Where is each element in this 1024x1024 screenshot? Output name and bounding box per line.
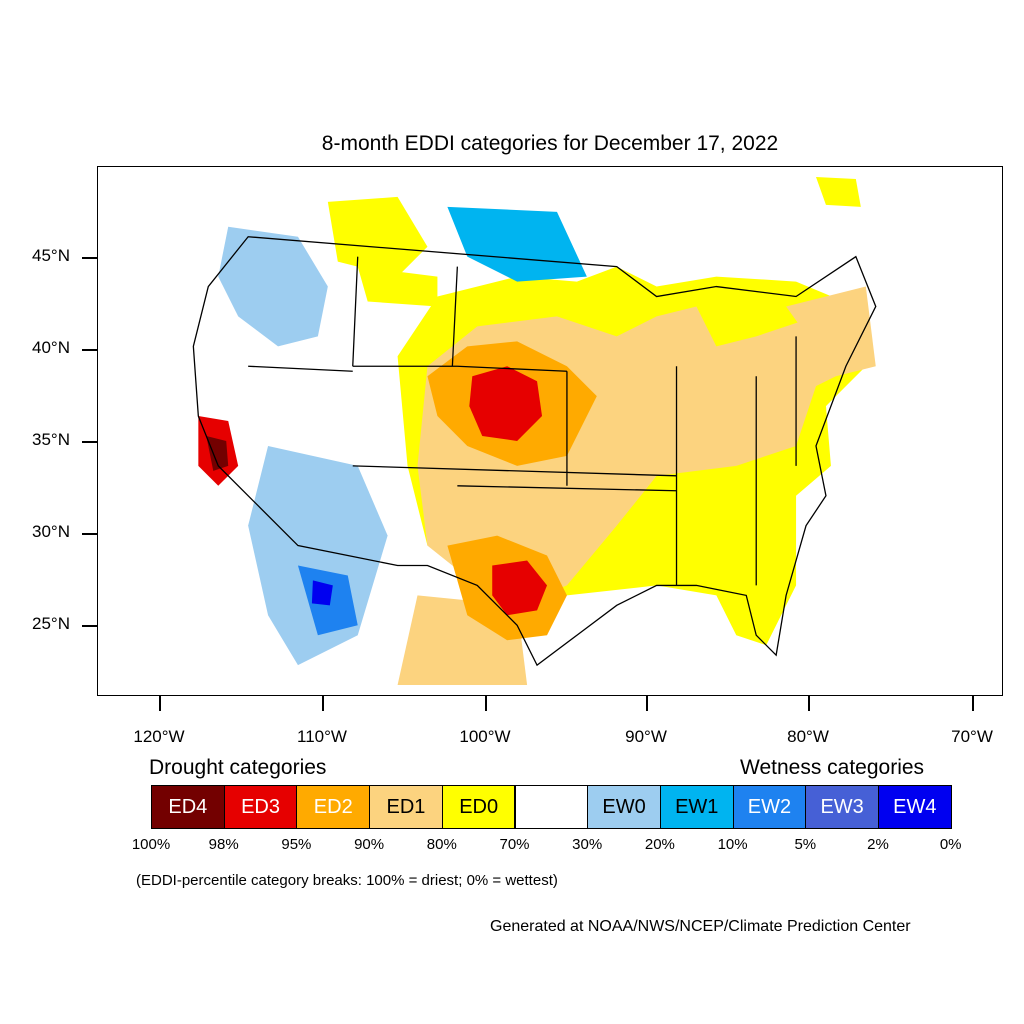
lat-tick bbox=[82, 441, 97, 443]
legend-box-ed0: ED0 bbox=[441, 785, 516, 829]
legend-box-ew1: EW1 bbox=[659, 785, 734, 829]
lat-tick bbox=[82, 533, 97, 535]
legend-break-label: 95% bbox=[281, 836, 312, 853]
lat-tick bbox=[82, 257, 97, 259]
credit-text: Generated at NOAA/NWS/NCEP/Climate Predi… bbox=[490, 918, 911, 935]
category-fills bbox=[198, 176, 876, 686]
legend-box-neutral bbox=[514, 785, 589, 829]
lat-tick bbox=[82, 349, 97, 351]
lon-label-90: 90°W bbox=[625, 727, 667, 746]
legend-break-label: 30% bbox=[572, 836, 603, 853]
ed4-region-california bbox=[206, 435, 229, 471]
legend-box-ed2: ED2 bbox=[296, 785, 371, 829]
lat-tick bbox=[82, 625, 97, 627]
ed3-region-texas bbox=[492, 560, 548, 616]
ed0-region-north bbox=[327, 196, 428, 277]
legend-box-ed4: ED4 bbox=[151, 785, 225, 829]
lon-label-70: 70°W bbox=[951, 727, 993, 746]
ew1-region-dakota bbox=[447, 206, 587, 282]
lon-label-110: 110°W bbox=[297, 727, 347, 746]
map-frame bbox=[97, 166, 1003, 696]
ed1-region-ne bbox=[786, 286, 876, 377]
lon-tick bbox=[646, 696, 648, 711]
lat-label-45: 45°N bbox=[32, 246, 70, 265]
legend-note: (EDDI-percentile category breaks: 100% =… bbox=[136, 872, 558, 889]
ew0-region-northwest bbox=[218, 226, 328, 347]
legend-break-label: 5% bbox=[794, 836, 817, 853]
legend-box-ew0: EW0 bbox=[587, 785, 661, 829]
legend-break-label: 0% bbox=[939, 836, 962, 853]
lon-tick bbox=[322, 696, 324, 711]
ed3-region-plains bbox=[469, 366, 543, 441]
legend-break-label: 100% bbox=[131, 836, 171, 853]
lat-label-25: 25°N bbox=[32, 614, 70, 633]
legend-box-ed3: ED3 bbox=[223, 785, 298, 829]
eddi-map bbox=[192, 176, 877, 686]
legend-box-ew2: EW2 bbox=[732, 785, 807, 829]
ew4-region-southwest bbox=[311, 580, 333, 606]
legend-break-label: 80% bbox=[426, 836, 457, 853]
lon-label-100: 100°W bbox=[459, 727, 511, 746]
lon-label-80: 80°W bbox=[787, 727, 829, 746]
legend-break-label: 90% bbox=[354, 836, 385, 853]
state-lines bbox=[248, 256, 797, 586]
lon-tick bbox=[159, 696, 161, 711]
lat-label-35: 35°N bbox=[32, 430, 70, 449]
lon-tick bbox=[808, 696, 810, 711]
legend-break-label: 10% bbox=[717, 836, 748, 853]
legend-break-label: 70% bbox=[499, 836, 530, 853]
map-title: 8-month EDDI categories for December 17,… bbox=[321, 132, 779, 155]
ed0-region-montana bbox=[357, 266, 438, 307]
legend-box-ew4: EW4 bbox=[878, 785, 952, 829]
lon-tick bbox=[972, 696, 974, 711]
drought-heading: Drought categories bbox=[149, 756, 327, 779]
boundaries bbox=[192, 236, 877, 667]
legend-box-ed1: ED1 bbox=[369, 785, 443, 829]
lat-label-30: 30°N bbox=[32, 522, 70, 541]
wetness-heading: Wetness categories bbox=[740, 756, 925, 779]
lat-label-40: 40°N bbox=[32, 338, 70, 357]
ed0-region-canada bbox=[815, 176, 861, 207]
legend-box-ew3: EW3 bbox=[805, 785, 879, 829]
legend-break-label: 2% bbox=[867, 836, 889, 853]
legend-break-label: 98% bbox=[208, 836, 239, 853]
lon-tick bbox=[485, 696, 487, 711]
lon-label-120: 120°W bbox=[133, 727, 185, 746]
legend-break-label: 20% bbox=[644, 836, 675, 853]
